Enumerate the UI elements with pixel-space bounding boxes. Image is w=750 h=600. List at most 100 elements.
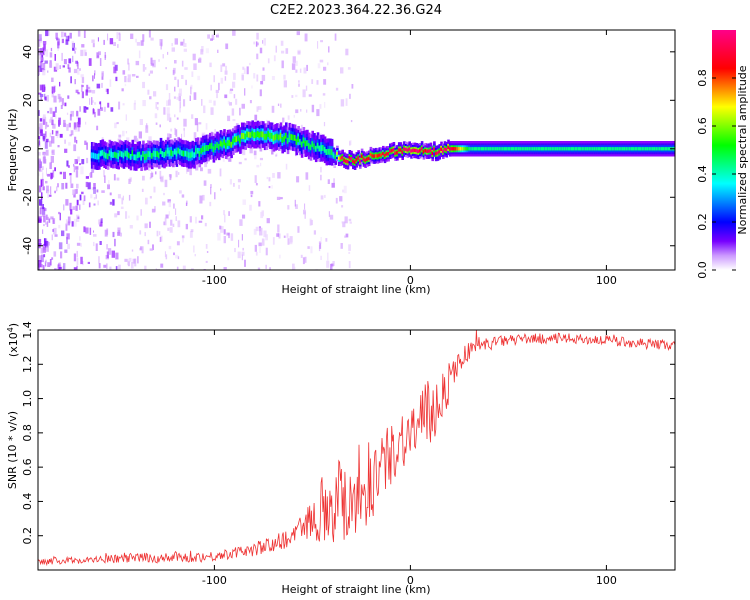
noise-cell	[171, 47, 175, 52]
spectrum-cell	[98, 153, 101, 160]
noise-cell	[202, 194, 205, 201]
noise-cell	[38, 152, 41, 156]
noise-cell	[43, 238, 48, 246]
noise-cell	[304, 33, 308, 42]
noise-cell	[85, 181, 88, 188]
noise-cell	[320, 255, 322, 260]
spectrum-cell	[606, 147, 609, 151]
noise-cell	[217, 49, 219, 53]
noise-cell	[88, 58, 92, 66]
noise-cell	[54, 106, 57, 113]
noise-cell	[223, 229, 226, 235]
spectrum-cell	[177, 147, 180, 154]
spectrum-cell	[501, 147, 505, 151]
noise-cell	[168, 201, 171, 208]
spectrum-cell	[579, 147, 583, 151]
noise-cell	[159, 39, 163, 46]
snr-y-ticks: 0.2 0.4 0.6 0.8 1.0 1.2 1.4	[21, 321, 675, 544]
noise-cell	[142, 34, 145, 42]
noise-cell	[183, 48, 187, 52]
noise-cell	[285, 48, 289, 54]
noise-cell	[74, 136, 77, 143]
noise-cell	[223, 236, 226, 244]
noise-cell	[199, 195, 203, 204]
noise-cell	[172, 223, 175, 227]
noise-cell	[256, 106, 259, 112]
noise-cell	[42, 265, 45, 270]
spectrum-cell	[498, 147, 501, 151]
noise-cell	[166, 107, 170, 115]
noise-cell	[210, 38, 213, 41]
noise-cell	[228, 232, 230, 239]
noise-cell	[56, 186, 58, 192]
noise-cell	[287, 205, 290, 210]
noise-cell	[208, 99, 212, 103]
noise-cell	[84, 108, 87, 113]
snr-y-label: SNR (10 * v/v)	[6, 411, 19, 489]
spectrum-cell	[653, 147, 657, 151]
noise-cell	[76, 257, 79, 265]
noise-cell	[38, 268, 40, 270]
noise-cell	[69, 176, 72, 184]
noise-cell	[308, 94, 312, 97]
noise-cell	[58, 211, 61, 215]
noise-cell	[195, 216, 197, 224]
noise-cell	[118, 101, 121, 110]
noise-cell	[265, 234, 268, 241]
noise-cell	[110, 107, 114, 112]
noise-cell	[42, 204, 44, 210]
noise-cell	[318, 241, 322, 244]
noise-cell	[44, 238, 46, 246]
noise-cell	[53, 227, 57, 235]
noise-cell	[254, 155, 257, 160]
spectrum-cell	[426, 149, 429, 153]
noise-cell	[68, 122, 71, 128]
noise-cell	[167, 227, 170, 231]
spectrum-cell	[143, 154, 147, 161]
spectrum-cell	[389, 149, 392, 153]
spectrum-cell	[473, 147, 477, 151]
noise-cell	[64, 32, 67, 37]
noise-cell	[87, 182, 91, 190]
spectrum-cell	[531, 147, 535, 151]
noise-cell	[73, 165, 76, 173]
noise-cell	[255, 251, 258, 256]
noise-cell	[49, 107, 53, 114]
noise-cell	[42, 156, 46, 164]
noise-cell	[67, 35, 70, 42]
spectrum-cell	[186, 151, 189, 158]
spectrum-cell	[627, 147, 630, 151]
noise-cell	[229, 102, 232, 106]
spectrum-cell	[187, 152, 191, 159]
noise-cell	[160, 263, 164, 268]
noise-cell	[41, 84, 46, 92]
noise-cell	[281, 60, 284, 69]
spectrum-cell	[457, 147, 461, 151]
noise-cell	[92, 108, 95, 114]
spectrum-cell	[581, 147, 584, 151]
noise-cell	[71, 40, 74, 48]
noise-cell	[85, 176, 89, 179]
noise-cell	[177, 256, 180, 260]
noise-cell	[263, 230, 267, 238]
noise-cell	[44, 60, 48, 64]
noise-cell	[107, 248, 112, 255]
noise-cell	[348, 218, 352, 222]
noise-cell	[133, 139, 137, 143]
noise-cell	[59, 133, 63, 138]
spectrum-cell	[459, 147, 463, 151]
spectrum-cell	[651, 147, 655, 151]
noise-cell	[44, 261, 46, 268]
noise-cell	[238, 161, 242, 165]
spectrum-cell	[487, 147, 491, 151]
noise-cell	[300, 124, 303, 131]
spectrum-cell	[165, 150, 168, 157]
noise-cell	[260, 162, 262, 167]
noise-cell	[50, 173, 52, 180]
noise-cell	[157, 102, 159, 105]
spectrum-cell	[641, 147, 644, 151]
noise-cell	[79, 68, 81, 71]
noise-cell	[183, 127, 185, 131]
noise-cell	[39, 48, 43, 55]
noise-cell	[114, 122, 117, 129]
